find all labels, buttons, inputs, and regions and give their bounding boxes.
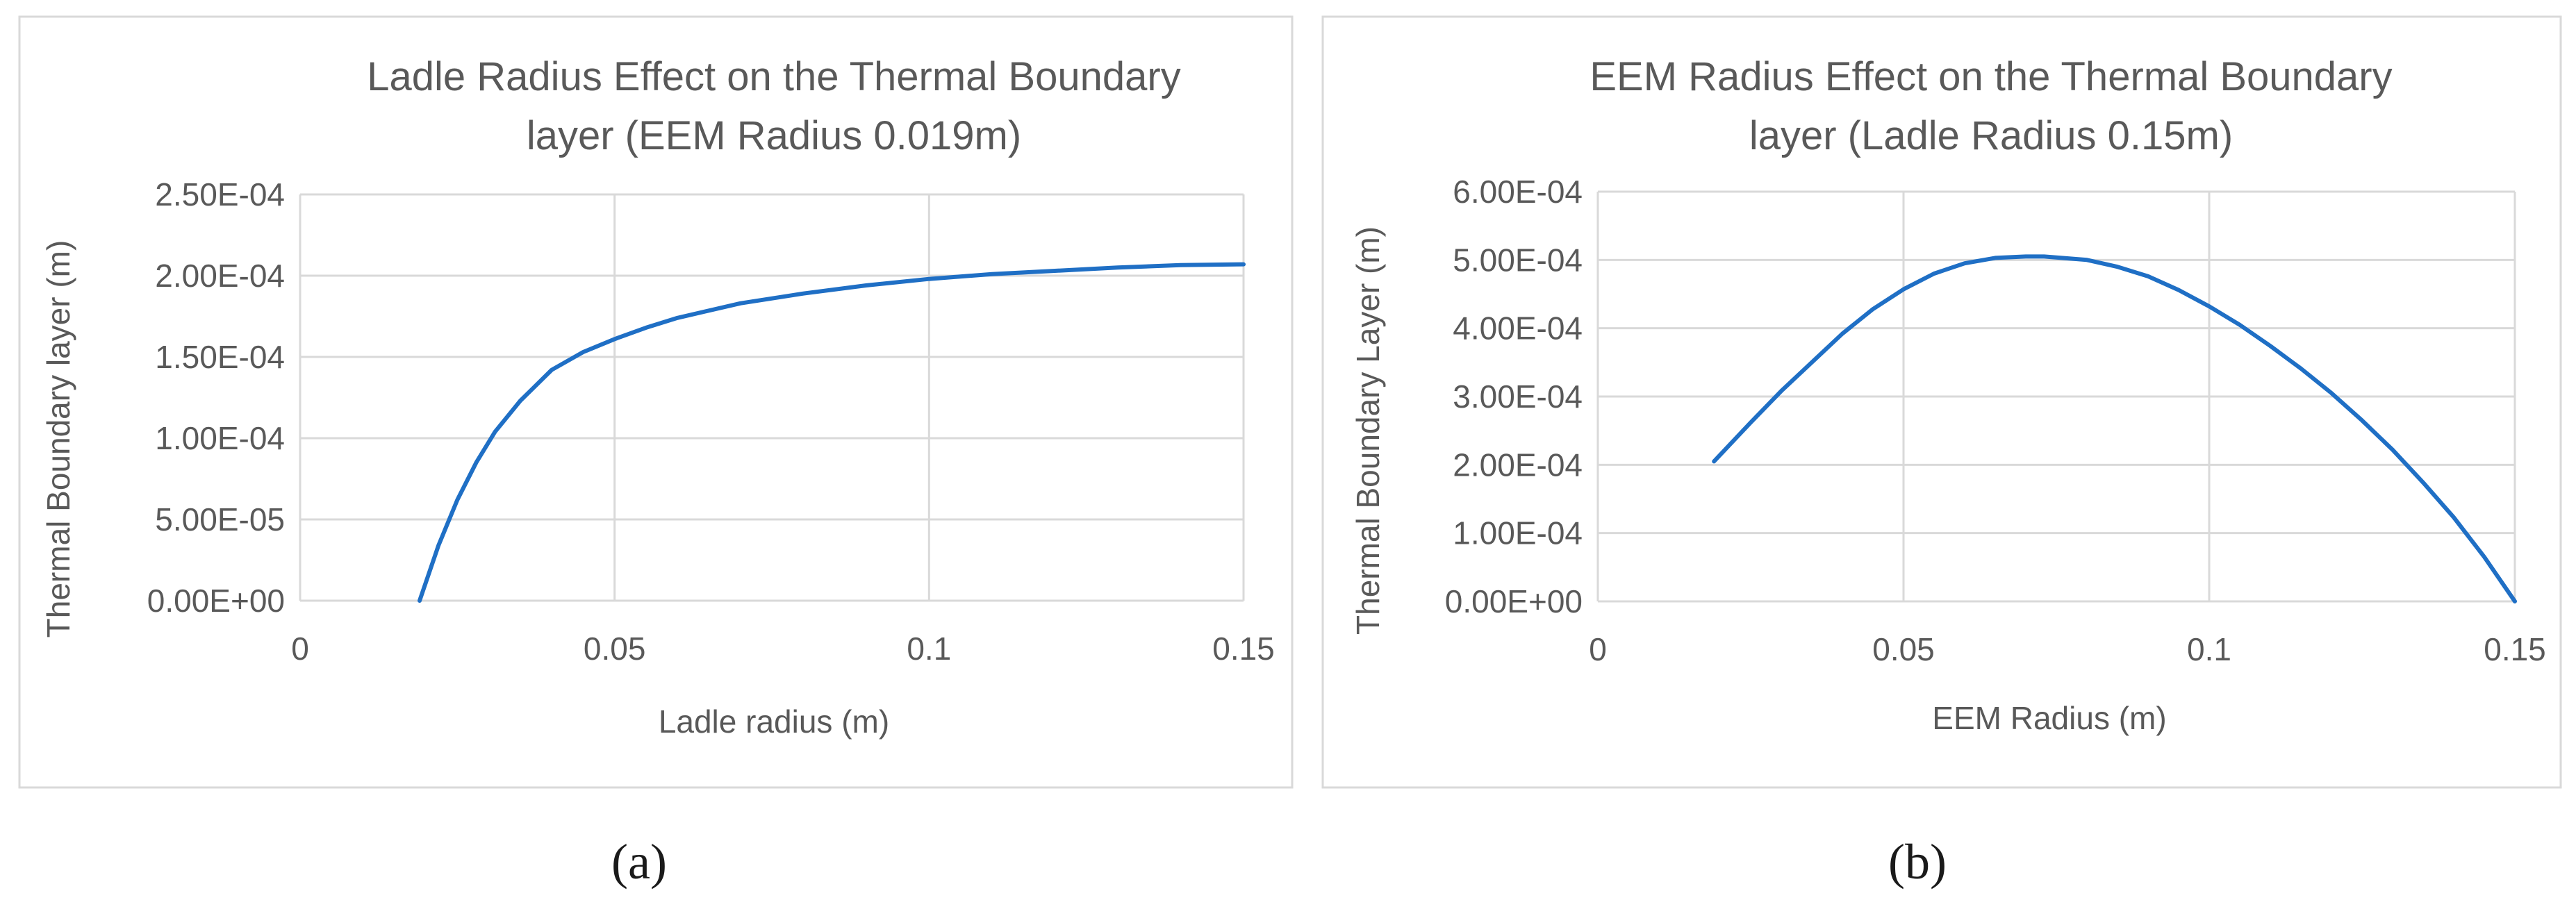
chart-b-y-tick-label: 2.00E-04 — [1453, 447, 1583, 483]
chart-panel-b: EEM Radius Effect on the Thermal Boundar… — [1321, 15, 2562, 789]
chart-a-x-tick-label: 0.05 — [584, 631, 646, 667]
chart-a-x-tick-label: 0.1 — [907, 631, 951, 667]
chart-panel-a: Ladle Radius Effect on the Thermal Bound… — [18, 15, 1294, 789]
chart-a-title-line-2: layer (EEM Radius 0.019m) — [527, 113, 1021, 158]
chart-a-x-tick-label: 0 — [291, 631, 309, 667]
chart-b-y-tick-label: 6.00E-04 — [1453, 174, 1583, 210]
chart-a-y-tick-label: 1.00E-04 — [155, 420, 285, 456]
chart-a-plot-area: 0.00E+00 5.00E-05 1.00E-04 1.50E-04 2.00E-04… — [147, 176, 1275, 667]
chart-a-y-tick-label: 0.00E+00 — [147, 583, 285, 619]
chart-b-y-tick-label: 4.00E-04 — [1453, 310, 1583, 347]
chart-b-series-line — [1712, 254, 2517, 603]
chart-a-x-tick-label: 0.15 — [1212, 631, 1275, 667]
chart-b-x-tick-label: 0.05 — [1872, 631, 1935, 667]
chart-b-plot-area: 0.00E+00 1.00E-04 2.00E-04 3.00E-04 4.00E-04… — [1445, 174, 2546, 667]
chart-b-x-tick-label: 0.15 — [2484, 631, 2546, 667]
chart-b-x-tick-label: 0.1 — [2187, 631, 2231, 667]
chart-a-y-tick-label: 5.00E-05 — [155, 501, 285, 537]
chart-a-x-axis-label: Ladle radius (m) — [659, 703, 889, 740]
chart-b-y-tick-label: 0.00E+00 — [1445, 583, 1583, 619]
chart-b-y-tick-label: 1.00E-04 — [1453, 515, 1583, 551]
chart-a-frame — [18, 15, 1294, 789]
chart-b-y-axis-label: Thermal Boundary Layer (m) — [1350, 226, 1386, 635]
chart-b-frame — [1321, 15, 2562, 789]
chart-a-title-line-1: Ladle Radius Effect on the Thermal Bound… — [367, 54, 1180, 99]
chart-b-x-axis-label: EEM Radius (m) — [1932, 700, 2166, 736]
panel-label-a: (a) — [611, 834, 667, 890]
chart-a-y-tick-label: 1.50E-04 — [155, 339, 285, 375]
chart-a-y-axis-label: Thermal Boundary layer (m) — [40, 240, 76, 638]
panel-label-b: (b) — [1888, 834, 1947, 890]
chart-b-title-line-2: layer (Ladle Radius 0.15m) — [1749, 113, 2233, 158]
chart-a-y-tick-label: 2.00E-04 — [155, 258, 285, 294]
chart-a-series-line — [418, 262, 1246, 603]
chart-b-y-tick-label: 5.00E-04 — [1453, 242, 1583, 278]
chart-b-y-tick-label: 3.00E-04 — [1453, 378, 1583, 415]
chart-a-y-tick-label: 2.50E-04 — [155, 176, 285, 212]
chart-b-x-tick-label: 0 — [1589, 631, 1607, 667]
chart-b-title-line-1: EEM Radius Effect on the Thermal Boundar… — [1590, 54, 2392, 99]
